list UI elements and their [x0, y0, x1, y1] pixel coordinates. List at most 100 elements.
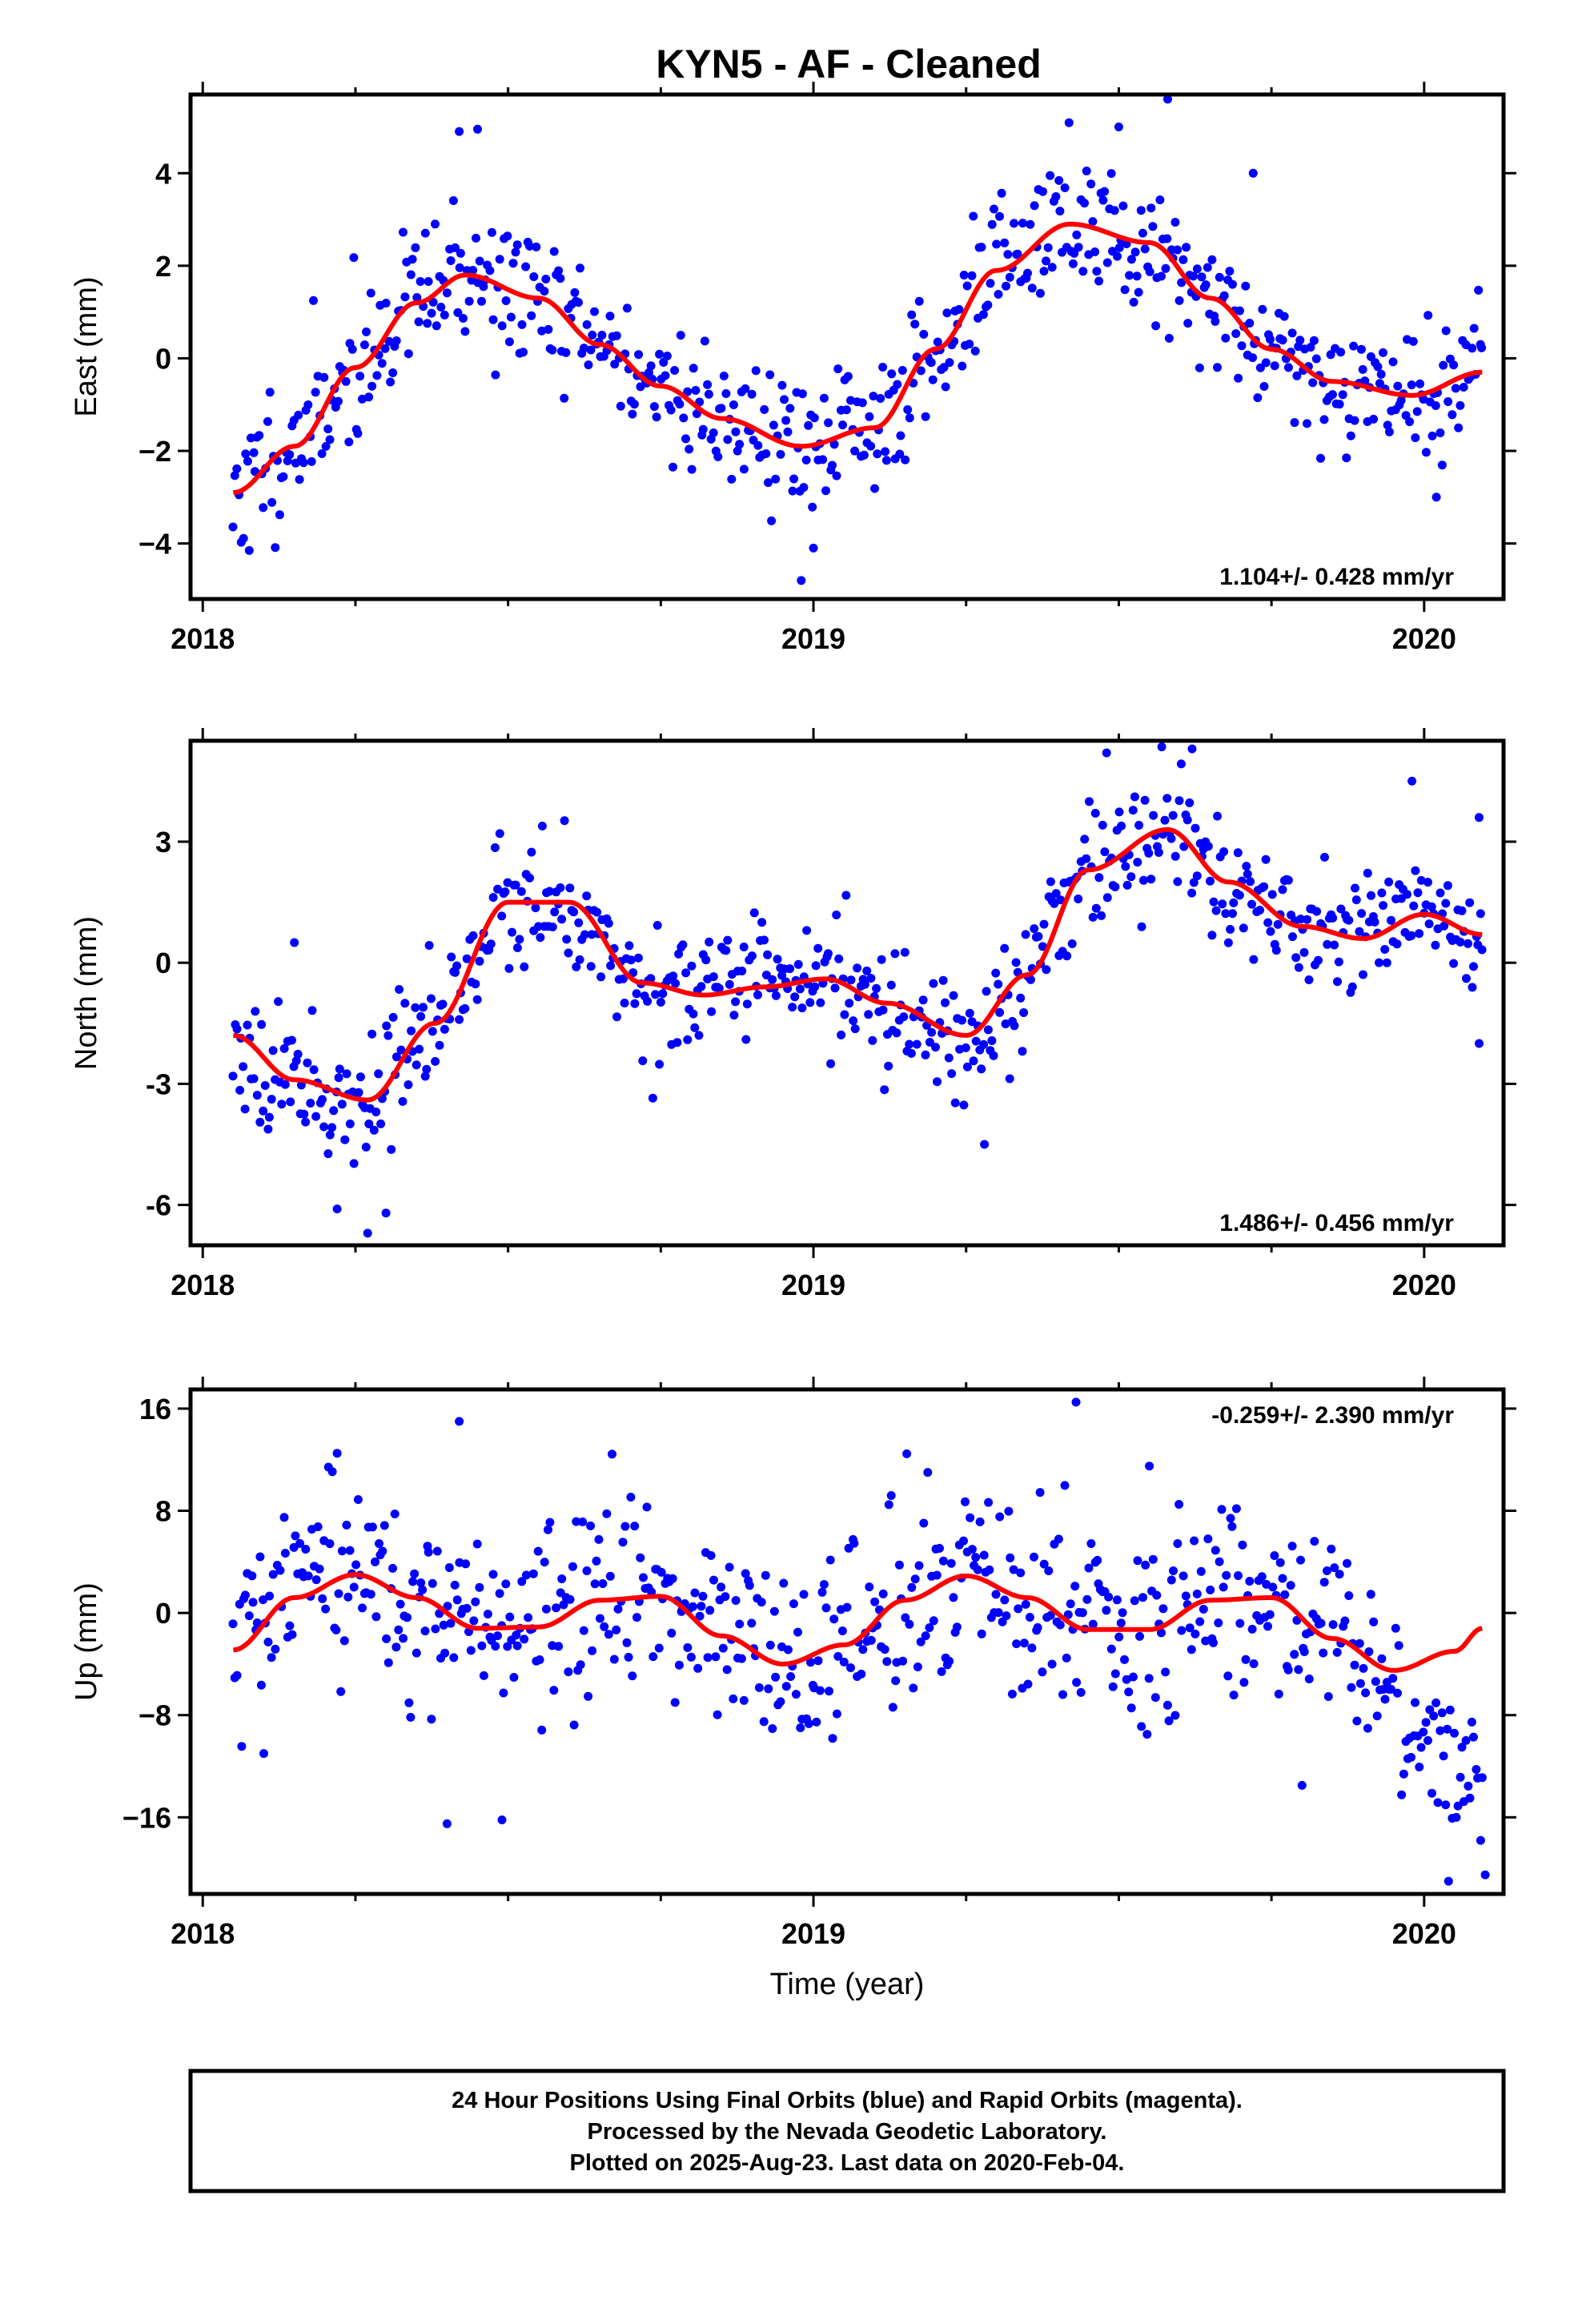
data-point: [1261, 854, 1271, 864]
data-point: [1067, 939, 1077, 948]
data-point: [608, 1449, 616, 1459]
data-point: [1424, 919, 1434, 929]
data-point: [1219, 1582, 1228, 1592]
data-point: [1439, 1751, 1448, 1761]
data-point: [609, 1655, 619, 1664]
data-point: [1241, 281, 1251, 291]
data-point: [455, 1015, 464, 1024]
data-point: [1112, 1595, 1122, 1605]
data-point: [846, 975, 856, 985]
data-point: [693, 1663, 703, 1673]
data-point: [1003, 250, 1013, 259]
data-point: [252, 1618, 262, 1627]
data-point: [873, 449, 882, 459]
data-point: [881, 447, 890, 456]
data-point: [488, 1570, 498, 1579]
data-point: [1146, 875, 1156, 884]
data-point: [590, 307, 599, 316]
data-point: [424, 1547, 433, 1557]
data-point: [1383, 420, 1392, 430]
data-point: [905, 1039, 914, 1049]
data-point: [337, 1546, 347, 1556]
data-point: [674, 949, 684, 959]
data-point: [880, 1085, 889, 1095]
data-point: [528, 1569, 538, 1578]
data-point: [629, 400, 639, 409]
data-point: [1396, 396, 1406, 405]
data-point: [1394, 1641, 1403, 1651]
data-point: [560, 393, 569, 403]
data-point: [1228, 279, 1237, 289]
data-point: [420, 1626, 430, 1636]
data-point: [319, 1122, 329, 1132]
data-point: [586, 962, 596, 971]
data-point: [1359, 1663, 1368, 1673]
data-point: [797, 576, 806, 585]
data-point: [713, 1710, 722, 1719]
data-point: [1248, 353, 1258, 363]
data-point: [900, 947, 909, 957]
data-point: [424, 277, 433, 286]
data-point: [842, 1602, 852, 1612]
data-point: [325, 435, 335, 444]
data-point: [1283, 1665, 1293, 1675]
data-point: [901, 455, 910, 464]
data-point: [1393, 381, 1403, 391]
data-point: [1192, 264, 1202, 274]
data-point: [1023, 1679, 1033, 1689]
data-point: [1330, 940, 1339, 950]
data-point: [1201, 280, 1211, 290]
data-point: [1229, 898, 1239, 907]
data-point: [1380, 945, 1390, 954]
data-point: [689, 364, 698, 373]
data-point: [925, 1623, 934, 1632]
data-point: [450, 1580, 460, 1590]
data-point: [1316, 1618, 1326, 1628]
data-point: [788, 1003, 797, 1012]
data-point: [537, 822, 547, 830]
data-point: [979, 1550, 989, 1560]
data-point: [1431, 493, 1441, 502]
data-point: [1468, 344, 1477, 353]
data-point: [721, 389, 731, 398]
data-point: [1203, 842, 1213, 851]
data-point: [1100, 187, 1110, 196]
data-point: [870, 1597, 880, 1606]
data-point: [1116, 1618, 1126, 1628]
data-point: [1138, 875, 1148, 885]
data-point: [966, 1513, 975, 1522]
data-point: [1328, 390, 1337, 400]
data-point: [760, 935, 769, 945]
data-point: [646, 974, 656, 983]
data-point: [422, 1064, 432, 1074]
data-point: [1084, 1563, 1094, 1573]
y-axis-label: East (mm): [70, 276, 103, 416]
data-point: [240, 1590, 250, 1600]
data-point: [769, 420, 778, 430]
data-point: [1295, 336, 1305, 345]
data-point: [1207, 255, 1217, 264]
data-point: [1001, 1019, 1010, 1028]
data-point: [1435, 428, 1445, 437]
data-point: [990, 204, 998, 214]
data-point: [932, 1570, 942, 1580]
data-point: [833, 364, 843, 374]
data-point: [1286, 1581, 1295, 1590]
data-point: [747, 951, 757, 961]
data-point: [926, 358, 936, 368]
data-point: [1168, 810, 1178, 820]
data-point: [1010, 1021, 1019, 1031]
caption-line-2: Processed by the Nevada Geodetic Laborat…: [588, 2119, 1107, 2145]
data-point: [771, 991, 781, 1000]
data-point: [1421, 1718, 1431, 1727]
data-point: [1051, 889, 1061, 899]
y-tick-label: 8: [155, 1495, 171, 1528]
data-point: [275, 1566, 285, 1575]
data-point: [1456, 400, 1465, 410]
data-point: [1333, 977, 1342, 987]
y-tick-label: −8: [139, 1699, 171, 1732]
data-point: [1044, 1566, 1054, 1575]
data-point: [1427, 431, 1437, 440]
data-point: [899, 1012, 909, 1022]
